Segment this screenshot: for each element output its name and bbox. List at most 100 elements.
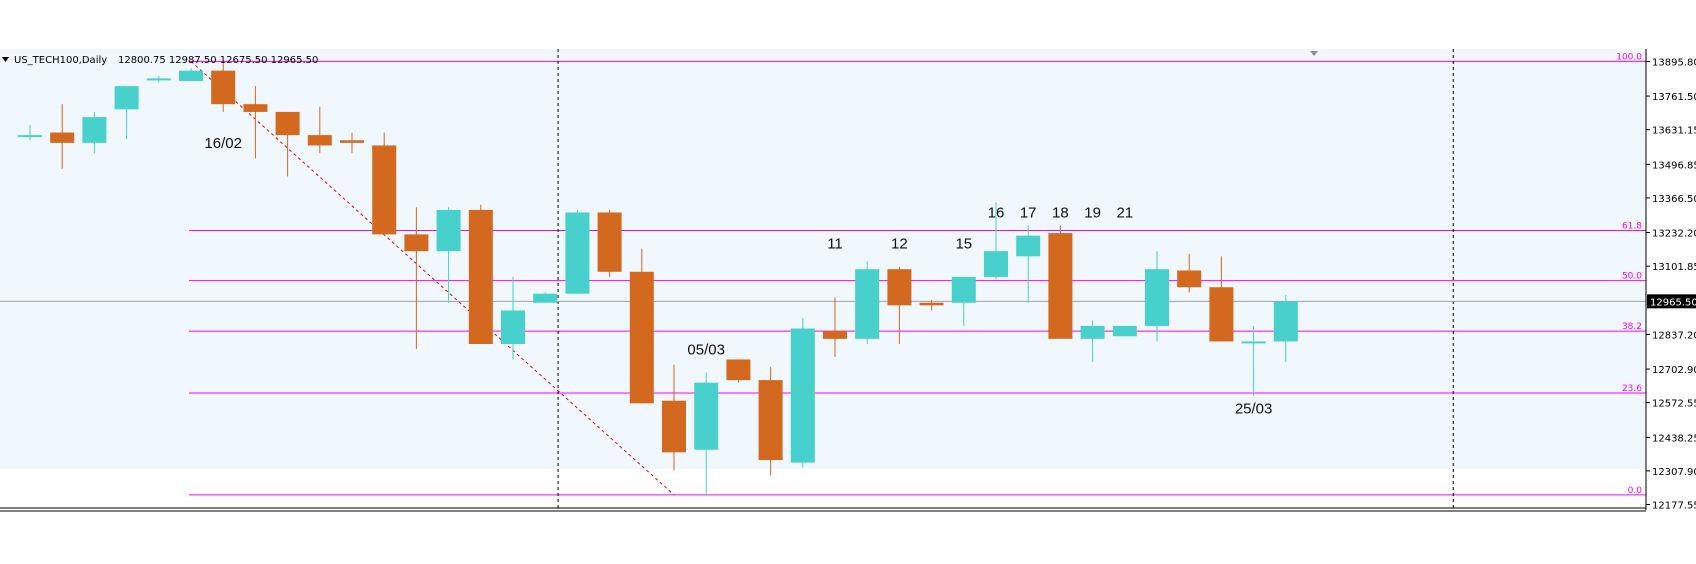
y-tick-label-2: 13631.15 — [1652, 126, 1696, 137]
candle-body — [726, 359, 751, 381]
current-price-box — [1647, 294, 1696, 309]
annotation-7: 18 — [1052, 205, 1069, 222]
candle-14 — [468, 204, 493, 344]
candle-34 — [1112, 325, 1137, 337]
candle-29 — [951, 276, 976, 326]
candle-body — [468, 209, 493, 344]
annotation-4: 15 — [955, 236, 972, 253]
candles — [18, 61, 1298, 497]
candle-body — [211, 70, 236, 105]
candle-body — [82, 117, 107, 143]
candle-2 — [82, 111, 107, 154]
fib-label-3: 38.2 — [1622, 322, 1642, 332]
y-tick-label-0: 13895.80 — [1652, 57, 1696, 68]
candle-body — [18, 135, 42, 138]
fib-label-2: 50.0 — [1622, 272, 1642, 282]
candle-body — [855, 269, 880, 339]
candle-body — [758, 380, 783, 461]
candle-body — [919, 302, 944, 306]
candle-body — [243, 104, 268, 112]
candle-body — [114, 86, 139, 110]
date-annotations: 16/02 05/03 11 12 15 16 17 18 19 21 25/03 — [204, 135, 1272, 418]
candle-body — [1177, 270, 1202, 288]
candle-body — [501, 310, 525, 344]
annotation-1: 05/03 — [687, 341, 725, 358]
candle-body — [984, 251, 1008, 277]
candle-27 — [887, 266, 912, 344]
annotation-3: 12 — [891, 236, 908, 253]
y-tick-label-8: 12702.90 — [1652, 365, 1696, 376]
candle-33 — [1080, 320, 1105, 363]
candle-body — [823, 331, 847, 339]
candle-23 — [758, 367, 783, 476]
y-tick-label-4: 13366.50 — [1652, 194, 1696, 205]
candle-body — [436, 209, 461, 252]
scroll-marker-icon[interactable] — [1310, 51, 1318, 56]
y-tick-label-6: 13101.85 — [1652, 262, 1696, 273]
annotation-6: 17 — [1020, 205, 1037, 222]
candle-body — [629, 271, 654, 404]
y-tick-label-10: 12438.25 — [1652, 433, 1696, 444]
candle-6 — [211, 61, 236, 112]
chevron-down-icon[interactable] — [2, 57, 9, 62]
candle-36 — [1177, 253, 1202, 293]
trendline — [190, 61, 675, 496]
ohlc-readout: 12800.75 12987.50 12675.50 12965.50 — [118, 55, 318, 66]
candle-15 — [501, 276, 525, 360]
candle-16 — [533, 292, 558, 303]
candle-body — [565, 212, 590, 294]
candle-1 — [50, 104, 75, 169]
candle-body — [1112, 325, 1137, 337]
vertical-separators — [557, 49, 1454, 508]
plot-area — [0, 49, 1646, 469]
candle-31 — [1016, 225, 1041, 303]
candle-7 — [243, 86, 268, 159]
y-tick-label-5: 13232.20 — [1652, 229, 1696, 240]
candle-body — [50, 132, 75, 143]
candle-body — [951, 276, 976, 303]
candle-body — [1016, 235, 1041, 257]
candle-body — [1273, 301, 1298, 342]
candle-3 — [114, 86, 139, 139]
candle-37 — [1209, 256, 1234, 342]
candle-26 — [855, 261, 880, 344]
candle-35 — [1145, 251, 1169, 342]
fib-levels: 100.0 61.8 50.0 38.2 23.6 0.0 — [189, 52, 1646, 496]
y-tick-label-9: 12572.55 — [1652, 399, 1696, 410]
annotation-0: 16/02 — [204, 135, 242, 152]
candle-body — [1209, 287, 1234, 342]
candle-body — [1241, 341, 1266, 344]
candle-22 — [726, 359, 751, 383]
candle-body — [887, 269, 912, 306]
annotation-9: 21 — [1116, 205, 1133, 222]
candle-body — [404, 234, 429, 252]
candle-32 — [1048, 225, 1073, 339]
candle-18 — [597, 209, 622, 277]
fib-label-5: 0.0 — [1628, 486, 1643, 496]
y-tick-label-7: 12837.20 — [1652, 330, 1696, 341]
candle-body — [307, 135, 332, 146]
candle-13 — [436, 207, 461, 303]
y-tick-label-1: 13761.50 — [1652, 92, 1696, 103]
candle-24 — [790, 318, 815, 468]
current-price-label: 12965.50 — [1650, 297, 1696, 308]
fib-label-4: 23.6 — [1622, 384, 1642, 394]
candle-28 — [919, 300, 944, 311]
candle-10 — [340, 132, 364, 154]
candle-21 — [694, 372, 719, 497]
candle-39 — [1273, 295, 1298, 363]
candle-0 — [18, 124, 42, 141]
y-tick-label-11: 12307.90 — [1652, 467, 1696, 478]
candle-8 — [275, 111, 300, 177]
candle-17 — [565, 209, 590, 294]
symbol-label: US_TECH100,Daily — [14, 55, 107, 66]
candle-body — [1080, 325, 1105, 339]
candle-body — [340, 140, 364, 143]
candle-12 — [404, 207, 429, 350]
candle-body — [790, 328, 815, 463]
candle-19 — [629, 248, 654, 404]
candle-body — [533, 293, 558, 303]
candle-11 — [372, 132, 397, 235]
fib-label-0: 100.0 — [1616, 52, 1642, 62]
